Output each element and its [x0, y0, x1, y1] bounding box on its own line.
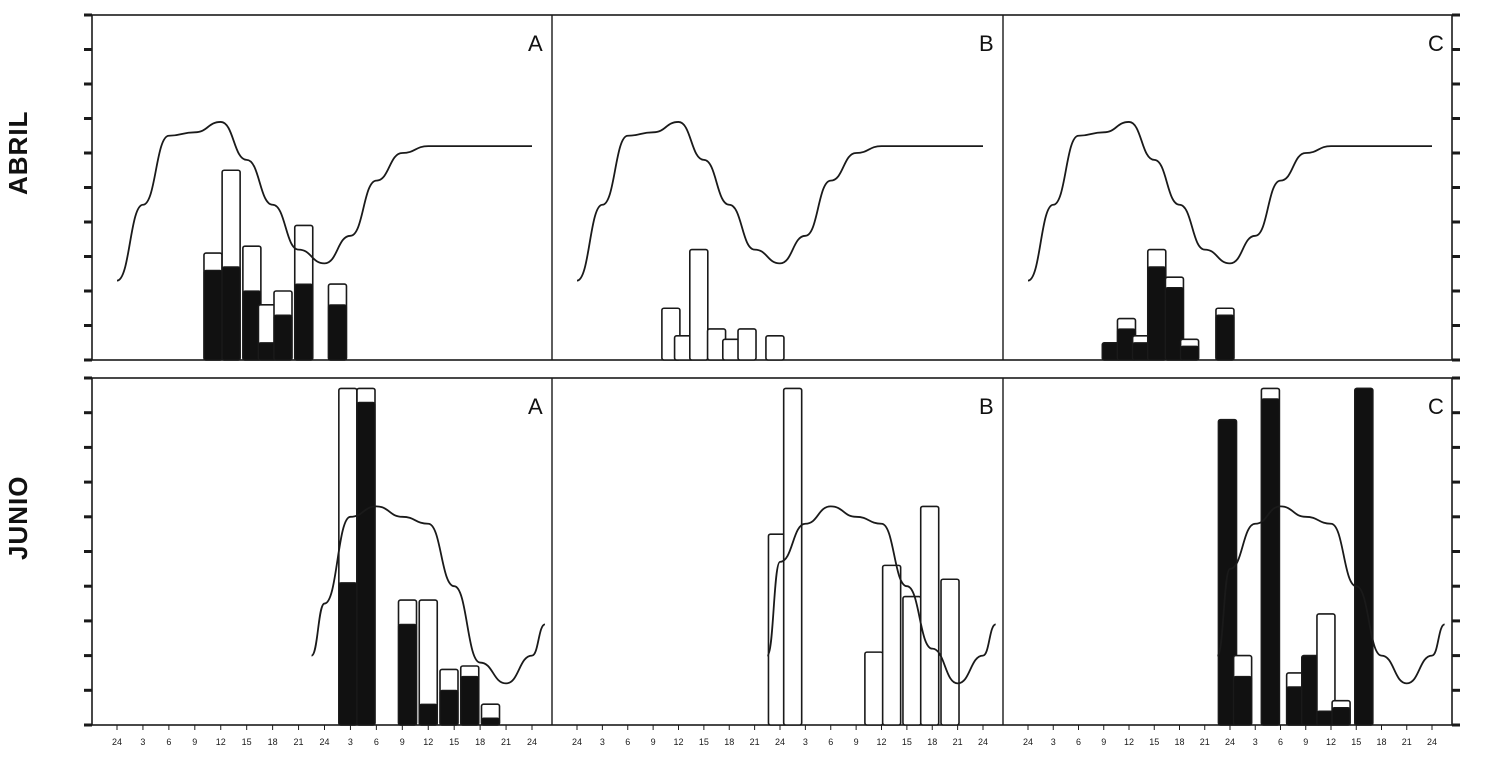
x-tick-label: 24: [1225, 737, 1235, 747]
x-tick-label: 9: [1101, 737, 1106, 747]
x-tick-label: 21: [1200, 737, 1210, 747]
x-tick-label: 6: [1278, 737, 1283, 747]
bar-dark-junio-c: [1331, 707, 1351, 726]
x-tick-label: 18: [927, 737, 937, 747]
bar-dark-junio-c: [1233, 675, 1253, 726]
x-tick-label: 21: [953, 737, 963, 747]
x-tick-label: 24: [319, 737, 329, 747]
bar-abril-b: [765, 335, 785, 361]
line-junio-c: [1216, 505, 1446, 685]
bar-dark-junio-a: [460, 675, 480, 726]
x-tick-label: 24: [527, 737, 537, 747]
bar-dark-abril-c: [1147, 266, 1167, 361]
bar-dark-junio-a: [418, 703, 438, 726]
x-tick-label: 12: [1326, 737, 1336, 747]
x-tick-label: 6: [166, 737, 171, 747]
x-tick-label: 9: [651, 737, 656, 747]
x-tick-label: 12: [876, 737, 886, 747]
bar-dark-abril-a: [221, 266, 241, 361]
line-junio-a: [310, 505, 546, 685]
bar-dark-abril-c: [1215, 314, 1235, 361]
bar-abril-b: [688, 248, 709, 361]
bar-dark-junio-a: [397, 623, 418, 726]
panel-letter-c: C: [1428, 31, 1444, 56]
x-tick-label: 24: [1023, 737, 1033, 747]
x-tick-label: 21: [294, 737, 304, 747]
bar-junio-b: [881, 564, 902, 726]
x-tick-label: 15: [1149, 737, 1159, 747]
x-tick-label: 6: [1076, 737, 1081, 747]
panel-letter-a: A: [528, 394, 543, 419]
bar-abril-b: [737, 328, 757, 361]
panel-letter-a: A: [528, 31, 543, 56]
line-abril-b: [576, 121, 983, 282]
bar-junio-b: [940, 578, 960, 726]
bar-dark-junio-c: [1260, 398, 1281, 726]
x-tick-label: 12: [673, 737, 683, 747]
x-tick-label: 24: [572, 737, 582, 747]
x-tick-label: 3: [600, 737, 605, 747]
x-tick-label: 6: [374, 737, 379, 747]
x-tick-label: 6: [828, 737, 833, 747]
line-abril-c: [1027, 121, 1432, 282]
bar-dark-junio-a: [338, 582, 358, 726]
panel-letter-b: B: [979, 31, 994, 56]
x-tick-label: 12: [1124, 737, 1134, 747]
x-tick-label: 15: [449, 737, 459, 747]
x-tick-label: 12: [423, 737, 433, 747]
x-tick-label: 6: [625, 737, 630, 747]
bar-junio-b: [782, 387, 803, 726]
bar-junio-b: [919, 505, 940, 726]
x-tick-label: 3: [348, 737, 353, 747]
x-tick-label: 24: [775, 737, 785, 747]
x-tick-label: 3: [1253, 737, 1258, 747]
bar-dark-junio-a: [439, 689, 459, 726]
x-tick-label: 15: [699, 737, 709, 747]
x-tick-label: 15: [242, 737, 252, 747]
x-tick-label: 9: [400, 737, 405, 747]
x-tick-label: 12: [216, 737, 226, 747]
x-tick-label: 24: [978, 737, 988, 747]
x-tick-label: 18: [475, 737, 485, 747]
panel-letter-c: C: [1428, 394, 1444, 419]
x-tick-label: 21: [1402, 737, 1412, 747]
line-junio-b: [766, 505, 997, 685]
bar-dark-abril-a: [203, 269, 223, 361]
bar-dark-abril-a: [327, 304, 348, 361]
x-tick-label: 9: [854, 737, 859, 747]
x-tick-label: 21: [750, 737, 760, 747]
bar-dark-abril-a: [273, 314, 293, 361]
x-tick-label: 3: [1051, 737, 1056, 747]
x-tick-label: 15: [902, 737, 912, 747]
bar-dark-abril-c: [1164, 286, 1185, 361]
x-tick-label: 3: [803, 737, 808, 747]
x-tick-label: 18: [1376, 737, 1386, 747]
x-tick-label: 9: [192, 737, 197, 747]
x-tick-label: 9: [1303, 737, 1308, 747]
bar-dark-junio-a: [356, 401, 376, 726]
x-tick-label: 18: [1174, 737, 1184, 747]
x-tick-label: 3: [140, 737, 145, 747]
bar-dark-junio-c: [1354, 387, 1374, 726]
panel-letter-b: B: [979, 394, 994, 419]
x-tick-label: 24: [112, 737, 122, 747]
line-abril-a: [116, 121, 532, 282]
x-tick-label: 15: [1351, 737, 1361, 747]
bar-dark-abril-c: [1179, 345, 1200, 361]
x-tick-label: 18: [724, 737, 734, 747]
bar-dark-junio-a: [480, 717, 501, 726]
bar-dark-abril-a: [294, 283, 314, 361]
x-tick-label: 21: [501, 737, 511, 747]
bar-junio-b: [864, 651, 884, 726]
x-tick-label: 18: [268, 737, 278, 747]
bar-junio-b: [902, 595, 922, 726]
x-tick-label: 24: [1427, 737, 1437, 747]
